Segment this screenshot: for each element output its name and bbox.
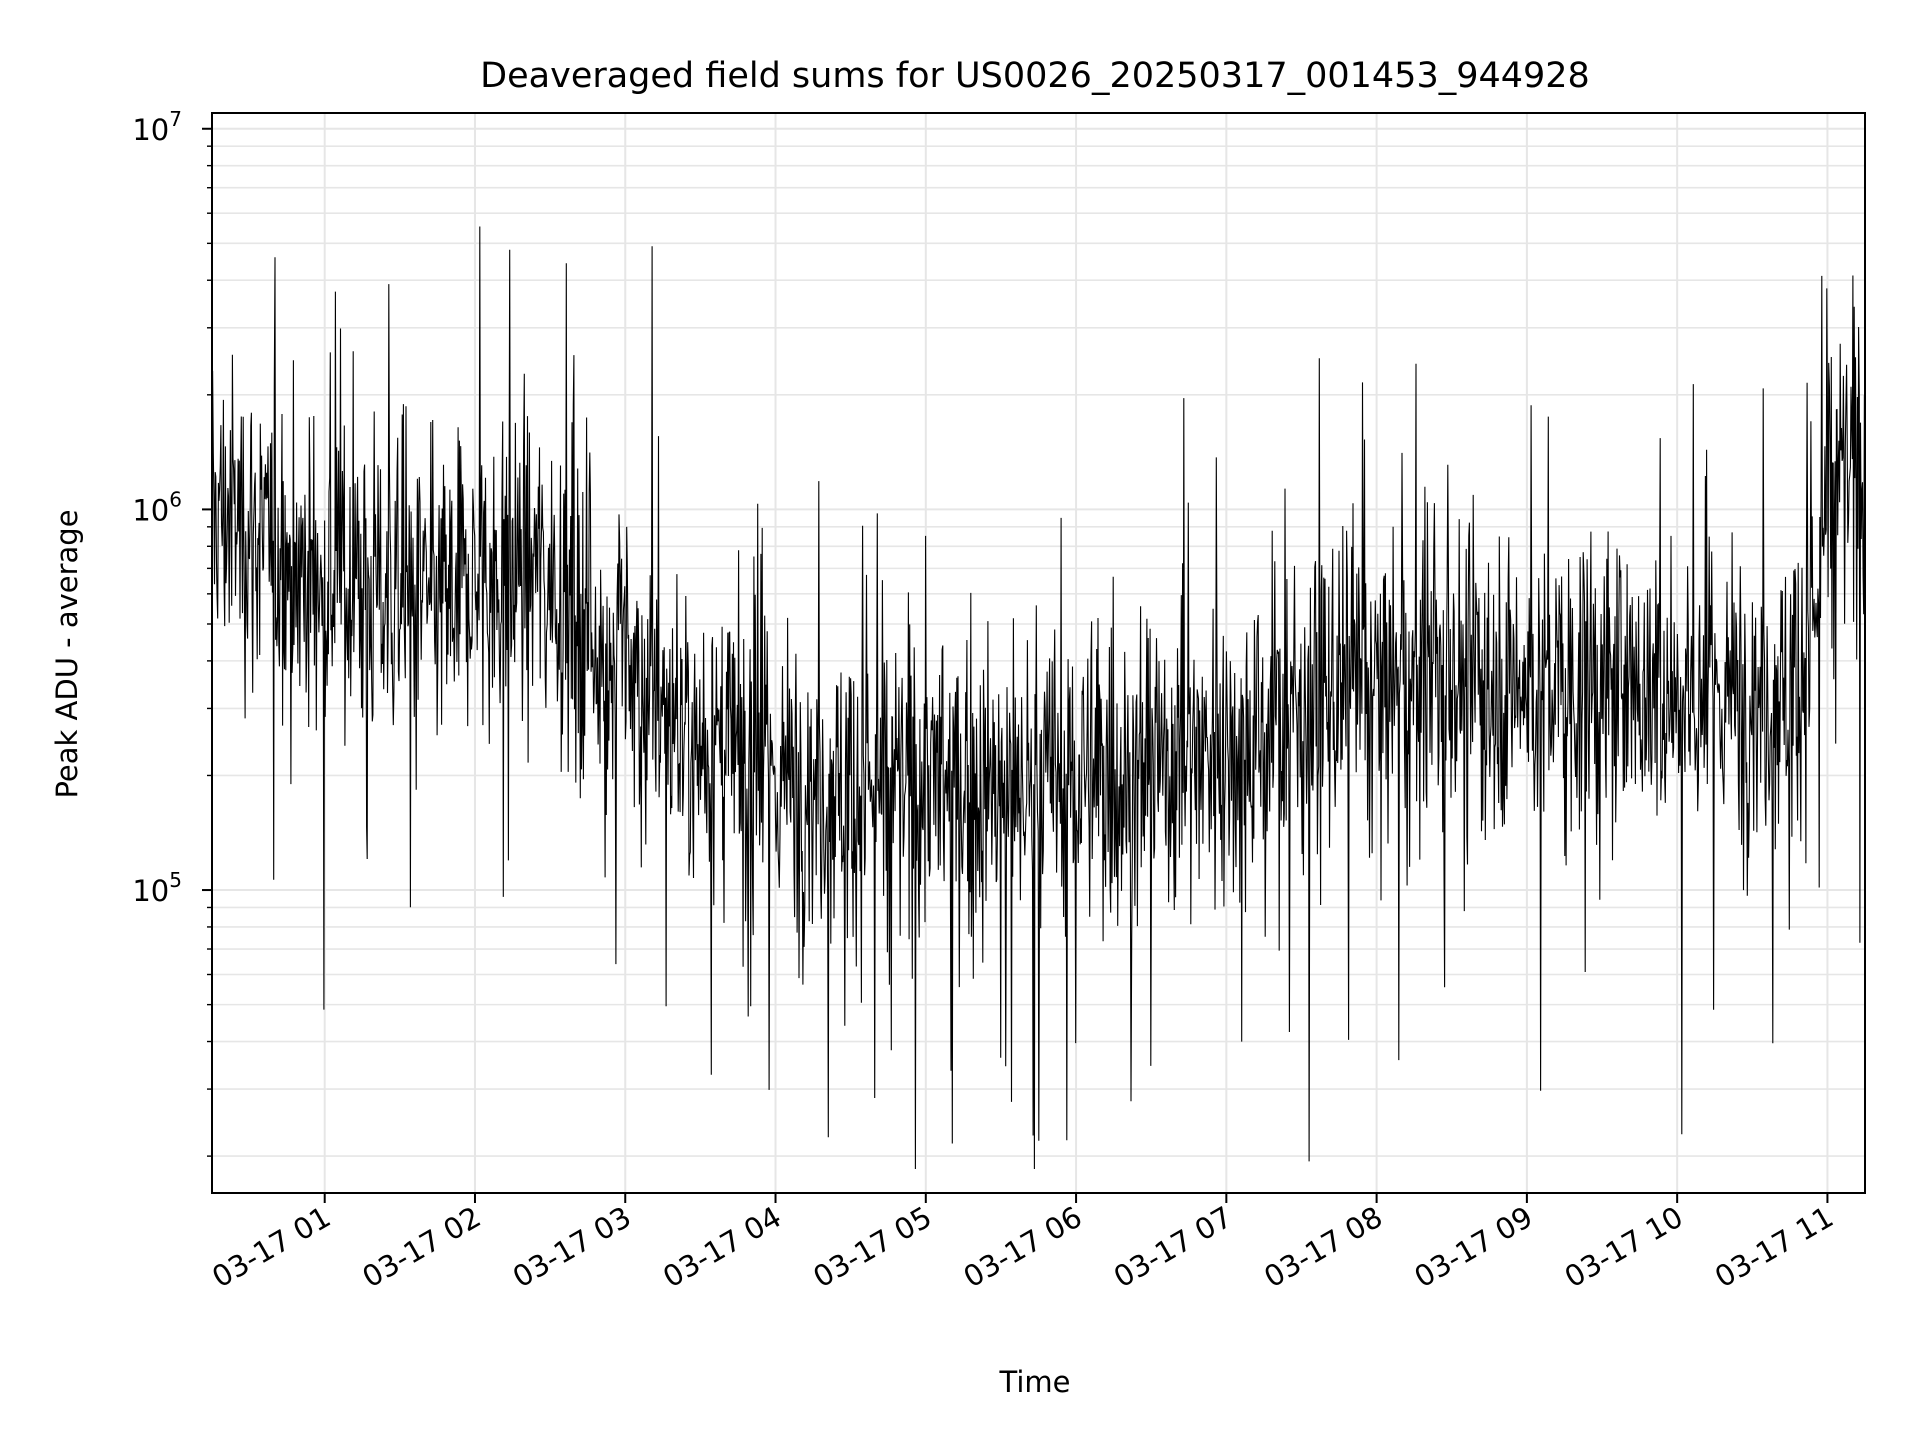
plot-frame xyxy=(211,112,1866,1194)
series-line xyxy=(211,226,1866,1170)
x-axis-label: Time xyxy=(999,1365,1071,1399)
y-tick-label: 105 xyxy=(132,868,182,908)
y-tick-label: 107 xyxy=(132,107,182,147)
plot-series xyxy=(211,226,1866,1170)
y-axis-label: Peak ADU - average xyxy=(50,509,84,798)
chart-title: Deaveraged field sums for US0026_2025031… xyxy=(480,56,1590,96)
y-tick-label: 106 xyxy=(132,487,182,527)
